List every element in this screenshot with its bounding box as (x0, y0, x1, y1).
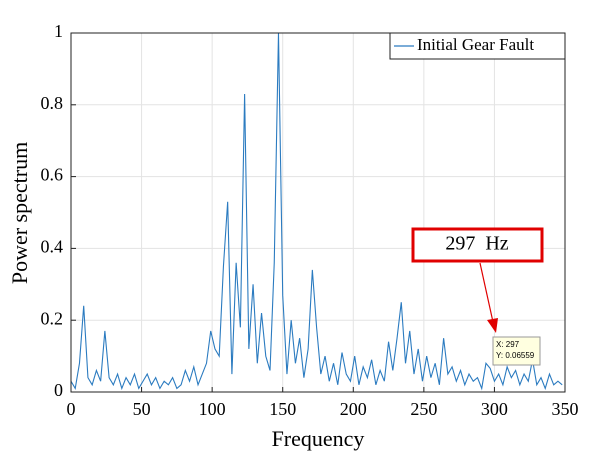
y-tick-label: 0.2 (41, 308, 64, 328)
datatip-y: Y: 0.06559 (496, 351, 535, 360)
y-axis-label: Power spectrum (7, 142, 32, 284)
x-tick-label: 350 (552, 399, 579, 419)
plot (70, 32, 563, 391)
x-tick-label: 250 (410, 399, 437, 419)
data-line (70, 32, 563, 391)
x-tick-label: 50 (133, 399, 151, 419)
x-tick-label: 100 (199, 399, 226, 419)
y-tick-label: 0 (54, 380, 63, 400)
datatip-box (492, 336, 541, 366)
x-tick-label: 300 (481, 399, 508, 419)
x-tick-label: 200 (340, 399, 367, 419)
y-tick-label: 1 (54, 21, 63, 41)
axes-box (70, 32, 566, 393)
arrow-head (487, 318, 498, 333)
y-tick-label: 0.6 (41, 165, 64, 185)
x-axis-label: Frequency (272, 426, 365, 451)
x-tick-label: 0 (67, 399, 76, 419)
legend-box (389, 32, 566, 60)
legend-label: Initial Gear Fault (417, 35, 534, 54)
datatip-x: X: 297 (496, 340, 520, 349)
y-tick-label: 0.4 (41, 237, 64, 257)
annotation-arrow (479, 262, 494, 323)
annotation-text: 297 Hz (445, 233, 508, 255)
y-tick-label: 0.8 (41, 93, 64, 113)
annotation-box (411, 227, 544, 263)
x-tick-label: 150 (269, 399, 296, 419)
